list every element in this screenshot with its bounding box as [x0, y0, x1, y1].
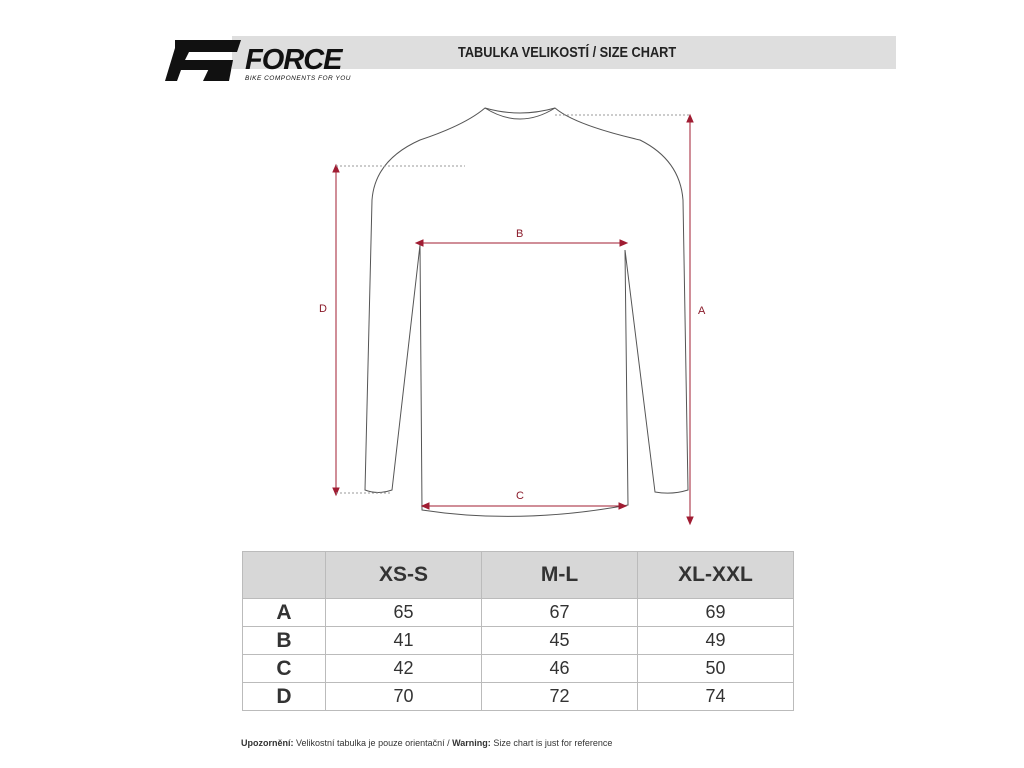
row-label: D — [242, 682, 326, 711]
note-cz-text: Velikostní tabulka je pouze orientační / — [296, 738, 453, 748]
table-row: B 41 45 49 — [242, 626, 794, 655]
note-en-text: Size chart is just for reference — [493, 738, 613, 748]
row-label: B — [242, 626, 326, 655]
cell: 74 — [637, 682, 794, 711]
cell: 50 — [637, 654, 794, 683]
header-banner — [232, 36, 896, 69]
table-row: C 42 46 50 — [242, 654, 794, 683]
label-d: D — [319, 303, 327, 315]
label-c: C — [516, 490, 524, 502]
page-title: TABULKA VELIKOSTÍ / SIZE CHART — [458, 44, 677, 61]
brand-tagline: BIKE COMPONENTS FOR YOU — [245, 75, 352, 82]
cell: 46 — [481, 654, 638, 683]
cell: 49 — [637, 626, 794, 655]
cell: 70 — [325, 682, 482, 711]
cell: 42 — [325, 654, 482, 683]
warning-note: Upozornění: Velikostní tabulka je pouze … — [241, 738, 612, 748]
label-b: B — [516, 228, 524, 240]
cell: 69 — [637, 598, 794, 627]
cell: 45 — [481, 626, 638, 655]
cell: 72 — [481, 682, 638, 711]
row-label: C — [242, 654, 326, 683]
row-label: A — [242, 598, 326, 627]
corner-cell — [242, 551, 326, 599]
col-header: M-L — [481, 551, 638, 599]
cell: 67 — [481, 598, 638, 627]
label-a: A — [698, 305, 706, 317]
note-en-label: Warning: — [452, 738, 491, 748]
table-row: A 65 67 69 — [242, 598, 794, 627]
col-header: XS-S — [325, 551, 482, 599]
table-row: D 70 72 74 — [242, 682, 794, 711]
shirt-diagram — [332, 107, 694, 526]
note-cz-label: Upozornění: — [241, 738, 294, 748]
cell: 65 — [325, 598, 482, 627]
brand-name: FORCE — [245, 44, 342, 76]
shirt-outline — [364, 107, 689, 517]
table-header-row: XS-S M-L XL-XXL — [242, 551, 794, 599]
cell: 41 — [325, 626, 482, 655]
force-logo-icon — [165, 40, 241, 81]
size-table: XS-S M-L XL-XXL A 65 67 69 B 41 45 49 C 42 46 50 … — [242, 551, 794, 711]
col-header: XL-XXL — [637, 551, 794, 599]
